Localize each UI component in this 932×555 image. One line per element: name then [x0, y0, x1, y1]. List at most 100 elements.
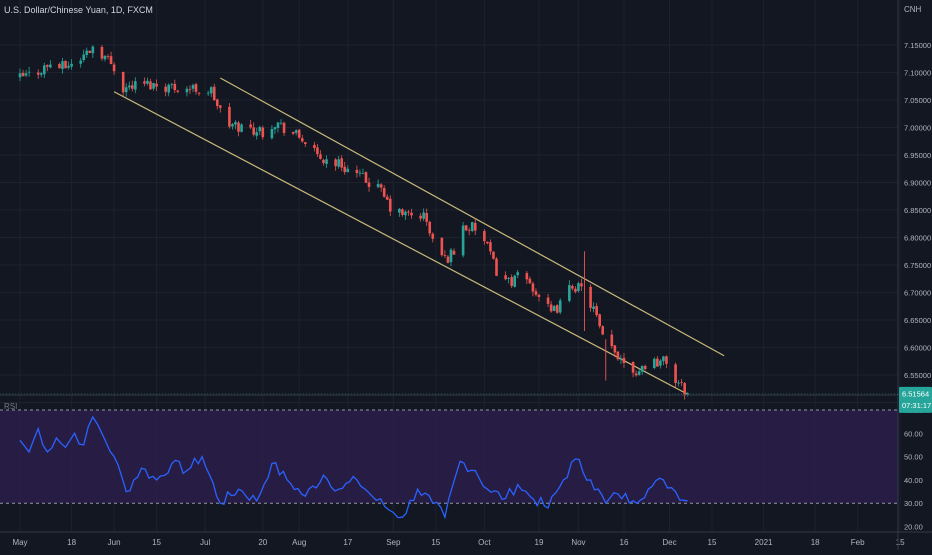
candle-body[interactable] — [67, 65, 70, 68]
candle-body[interactable] — [325, 159, 328, 164]
candle-body[interactable] — [489, 242, 492, 252]
candle-body[interactable] — [637, 371, 641, 375]
candle-body[interactable] — [422, 212, 425, 219]
candle-body[interactable] — [513, 275, 517, 287]
candle-body[interactable] — [525, 273, 529, 280]
candle-body[interactable] — [382, 188, 386, 197]
candle-body[interactable] — [185, 88, 189, 93]
candle-body[interactable] — [376, 183, 380, 188]
candle-body[interactable] — [504, 275, 507, 280]
candle-body[interactable] — [127, 85, 131, 88]
candle-body[interactable] — [21, 72, 25, 77]
candle-body[interactable] — [109, 56, 113, 65]
candle-body[interactable] — [36, 72, 40, 75]
candle-body[interactable] — [643, 365, 647, 369]
candle-body[interactable] — [64, 60, 67, 69]
candle-body[interactable] — [300, 138, 304, 142]
candle-body[interactable] — [659, 360, 662, 366]
candle-body[interactable] — [592, 306, 595, 309]
candle-body[interactable] — [294, 130, 298, 133]
candle-body[interactable] — [425, 212, 428, 222]
candle-body[interactable] — [464, 225, 468, 231]
candle-body[interactable] — [240, 124, 243, 132]
candle-body[interactable] — [486, 241, 489, 244]
candle-body[interactable] — [419, 215, 422, 219]
candle-body[interactable] — [364, 172, 368, 183]
candle-body[interactable] — [143, 81, 146, 84]
candle-body[interactable] — [303, 142, 307, 145]
channel-lower-line[interactable] — [113, 91, 688, 395]
candle-body[interactable] — [316, 147, 319, 155]
candle-body[interactable] — [61, 61, 64, 69]
candle-body[interactable] — [103, 55, 107, 60]
candle-body[interactable] — [167, 84, 171, 93]
candle-body[interactable] — [680, 382, 683, 383]
candle-body[interactable] — [616, 351, 620, 360]
candle-body[interactable] — [279, 122, 283, 124]
candle-body[interactable] — [88, 50, 92, 53]
candle-body[interactable] — [255, 132, 259, 136]
candle-body[interactable] — [537, 294, 541, 297]
candle-body[interactable] — [46, 64, 49, 67]
candle-body[interactable] — [237, 122, 240, 132]
candle-body[interactable] — [404, 211, 407, 216]
candle-body[interactable] — [674, 364, 677, 383]
candle-body[interactable] — [212, 86, 216, 101]
candle-body[interactable] — [367, 182, 371, 187]
candle-body[interactable] — [27, 71, 31, 73]
candle-body[interactable] — [337, 159, 340, 167]
candle-body[interactable] — [231, 124, 234, 127]
candle-body[interactable] — [194, 84, 198, 92]
candle-body[interactable] — [249, 124, 252, 128]
candle-body[interactable] — [555, 305, 559, 313]
candle-body[interactable] — [355, 169, 359, 174]
candle-body[interactable] — [510, 277, 513, 286]
candle-body[interactable] — [443, 255, 447, 256]
candle-body[interactable] — [70, 63, 73, 67]
candle-body[interactable] — [297, 129, 301, 138]
candle-body[interactable] — [589, 286, 592, 308]
candle-body[interactable] — [146, 80, 149, 84]
candle-body[interactable] — [282, 122, 286, 133]
candle-body[interactable] — [388, 198, 392, 212]
candle-body[interactable] — [24, 73, 28, 76]
candle-body[interactable] — [82, 54, 86, 60]
candle-body[interactable] — [571, 286, 574, 289]
candle-body[interactable] — [106, 56, 110, 58]
candle-body[interactable] — [677, 382, 680, 384]
candle-body[interactable] — [209, 87, 213, 94]
candle-body[interactable] — [343, 166, 347, 173]
candle-body[interactable] — [516, 272, 520, 276]
candle-body[interactable] — [358, 172, 362, 174]
candle-body[interactable] — [340, 158, 344, 168]
candle-body[interactable] — [149, 81, 152, 90]
candle-body[interactable] — [58, 63, 61, 69]
candle-body[interactable] — [473, 222, 477, 231]
candle-body[interactable] — [112, 64, 116, 72]
candle-body[interactable] — [252, 127, 255, 135]
candle-body[interactable] — [398, 208, 401, 213]
candle-body[interactable] — [665, 356, 668, 364]
candle-body[interactable] — [683, 383, 686, 396]
candle-body[interactable] — [49, 64, 52, 68]
candle-body[interactable] — [431, 233, 435, 239]
candle-body[interactable] — [653, 358, 656, 369]
candle-body[interactable] — [495, 258, 498, 276]
candle-body[interactable] — [197, 92, 201, 94]
candle-body[interactable] — [634, 373, 638, 376]
candle-body[interactable] — [18, 73, 22, 78]
candle-body[interactable] — [577, 283, 580, 292]
candle-body[interactable] — [568, 285, 571, 301]
candle-body[interactable] — [215, 99, 219, 107]
candle-body[interactable] — [379, 184, 383, 188]
candle-body[interactable] — [546, 297, 550, 304]
candle-body[interactable] — [574, 288, 577, 292]
candle-body[interactable] — [234, 122, 237, 125]
candle-body[interactable] — [449, 249, 453, 263]
candle-body[interactable] — [558, 300, 562, 313]
candle-body[interactable] — [361, 173, 365, 174]
candle-body[interactable] — [483, 231, 486, 242]
candle-body[interactable] — [85, 50, 89, 55]
candle-body[interactable] — [601, 326, 605, 335]
candle-body[interactable] — [610, 334, 614, 347]
